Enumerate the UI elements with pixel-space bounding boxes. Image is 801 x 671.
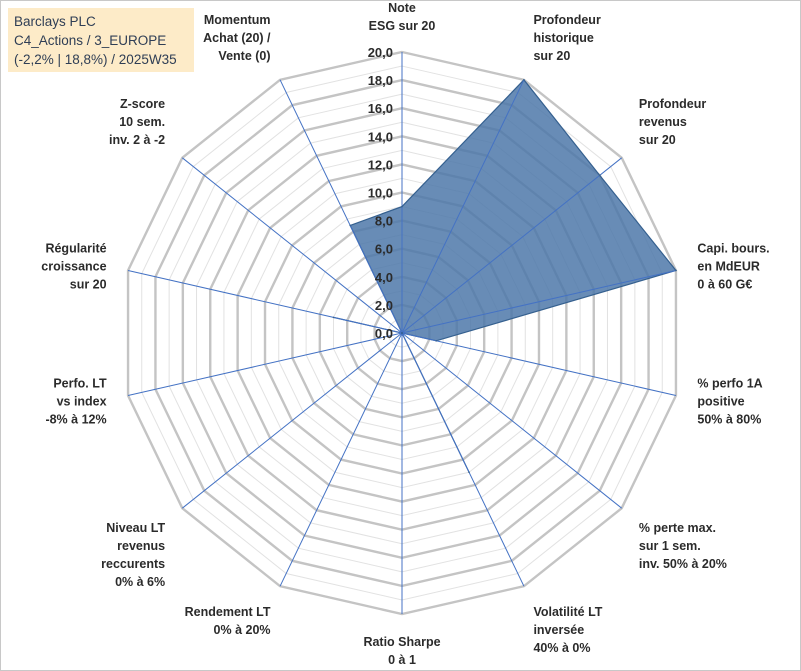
axis-label-line: Rendement LT xyxy=(185,605,271,619)
axis-label-line: Perfo. LT xyxy=(53,376,107,390)
axis-label-line: ESG sur 20 xyxy=(369,19,436,33)
axis-label: Z-score 10 sem. inv. 2 à -2 xyxy=(109,97,165,147)
axis-spoke xyxy=(401,157,623,334)
axis-label-line: revenus xyxy=(117,539,165,553)
axis-spoke xyxy=(127,269,403,334)
info-line-performance: (-2,2% | 18,8%) / 2025W35 xyxy=(14,52,177,67)
axis-label-line: -8% à 12% xyxy=(45,412,106,426)
data-point xyxy=(523,79,525,81)
axis-label-line: en MdEUR xyxy=(697,260,760,274)
axis-label-line: Z-score xyxy=(120,97,165,111)
axis-label: Perfo. LT vs index -8% à 12% xyxy=(45,376,107,426)
tick-label: 10,0 xyxy=(368,186,393,201)
tick-label: 14,0 xyxy=(368,129,393,144)
axis-label-line: croissance xyxy=(41,260,106,274)
axis-label-line: 0 à 60 G€ xyxy=(697,278,752,292)
info-box: Barclays PLC C4_Actions / 3_EUROPE (-2,2… xyxy=(8,8,194,72)
axis-spoke xyxy=(181,157,403,334)
axis-label: Volatilité LT inversée 40% à 0% xyxy=(533,605,602,655)
axis-label-line: positive xyxy=(697,394,744,408)
axis-spoke xyxy=(279,79,403,334)
tick-label: 2,0 xyxy=(375,298,393,313)
axis-label-line: inv. 2 à -2 xyxy=(109,133,165,147)
axis-label: Capi. bours. en MdEUR 0 à 60 G€ xyxy=(697,242,769,292)
axis-label-line: Volatilité LT xyxy=(533,605,602,619)
axis-label: Rendement LT 0% à 20% xyxy=(185,605,271,637)
axis-label-line: Ratio Sharpe xyxy=(363,635,440,649)
tick-label: 18,0 xyxy=(368,73,393,88)
axis-label-line: 0 à 1 xyxy=(388,653,416,667)
axis-label-line: sur 20 xyxy=(533,49,570,63)
axis-label: % perfo 1A positive 50% à 80% xyxy=(697,376,762,426)
axis-spoke xyxy=(279,332,403,587)
axis-spoke xyxy=(181,332,403,509)
tick-label: 8,0 xyxy=(375,214,393,229)
axis-label-line: sur 20 xyxy=(70,278,107,292)
axis-label-line: reccurents xyxy=(101,557,165,571)
info-line-category: C4_Actions / 3_EUROPE xyxy=(14,33,167,48)
tick-label: 12,0 xyxy=(368,157,393,172)
tick-label: 0,0 xyxy=(375,326,393,341)
axis-label: Profondeur revenus sur 20 xyxy=(639,97,706,147)
axis-label: Momentum Achat (20) / Vente (0) xyxy=(203,13,271,63)
axis-spoke xyxy=(401,269,677,334)
axis-label: Régularité croissance sur 20 xyxy=(41,242,106,292)
axis-label-line: Profondeur xyxy=(533,13,600,27)
axis-spoke xyxy=(401,332,525,587)
tick-label: 16,0 xyxy=(368,101,393,116)
data-point xyxy=(468,471,470,474)
axis-label: Profondeur historique sur 20 xyxy=(533,13,600,63)
data-point xyxy=(675,269,677,272)
axis-label-line: 50% à 80% xyxy=(697,412,761,426)
data-point xyxy=(349,224,351,227)
data-point xyxy=(598,174,601,177)
tick-label: 6,0 xyxy=(375,242,393,257)
axis-label-line: inv. 50% à 20% xyxy=(639,557,727,571)
axis-label-line: Régularité xyxy=(45,242,106,256)
axis-spoke xyxy=(401,332,623,509)
axis-label: Niveau LT revenus reccurents 0% à 6% xyxy=(101,521,165,589)
axis-label-line: 40% à 0% xyxy=(533,641,590,655)
axis-label-line: inversée xyxy=(533,623,584,637)
axis-label-line: sur 1 sem. xyxy=(639,539,701,553)
axis-label-line: 0% à 6% xyxy=(115,575,165,589)
axis-label-line: Niveau LT xyxy=(106,521,165,535)
axis-label-line: 0% à 20% xyxy=(214,623,271,637)
info-line-company: Barclays PLC xyxy=(14,14,96,29)
axis-label-line: % perfo 1A xyxy=(697,376,762,390)
axis-label-line: Achat (20) / xyxy=(203,31,271,45)
data-point xyxy=(332,316,335,319)
axis-label-line: Momentum xyxy=(204,13,271,27)
axis-spoke xyxy=(127,332,403,397)
axis-label-line: vs index xyxy=(57,394,107,408)
data-point xyxy=(401,205,403,208)
axis-label-line: revenus xyxy=(639,115,687,129)
data-point xyxy=(435,340,438,342)
axis-label-line: % perte max. xyxy=(639,521,716,535)
tick-label: 4,0 xyxy=(375,270,393,285)
axis-label-line: 10 sem. xyxy=(119,115,165,129)
axis-label-line: historique xyxy=(533,31,593,45)
axis-label-line: sur 20 xyxy=(639,133,676,147)
axis-label: Ratio Sharpe 0 à 1 xyxy=(363,635,440,667)
tick-label: 20,0 xyxy=(368,45,393,60)
axis-label-line: Note xyxy=(388,1,416,15)
axis-label: Note ESG sur 20 xyxy=(369,1,436,33)
data-point xyxy=(401,332,403,334)
axis-label: % perte max. sur 1 sem. inv. 50% à 20% xyxy=(639,521,727,571)
axis-label-line: Vente (0) xyxy=(218,49,270,63)
axis-label-line: Capi. bours. xyxy=(697,242,769,256)
axis-spoke xyxy=(401,332,677,397)
axis-spoke xyxy=(401,79,525,334)
axis-label-line: Profondeur xyxy=(639,97,706,111)
